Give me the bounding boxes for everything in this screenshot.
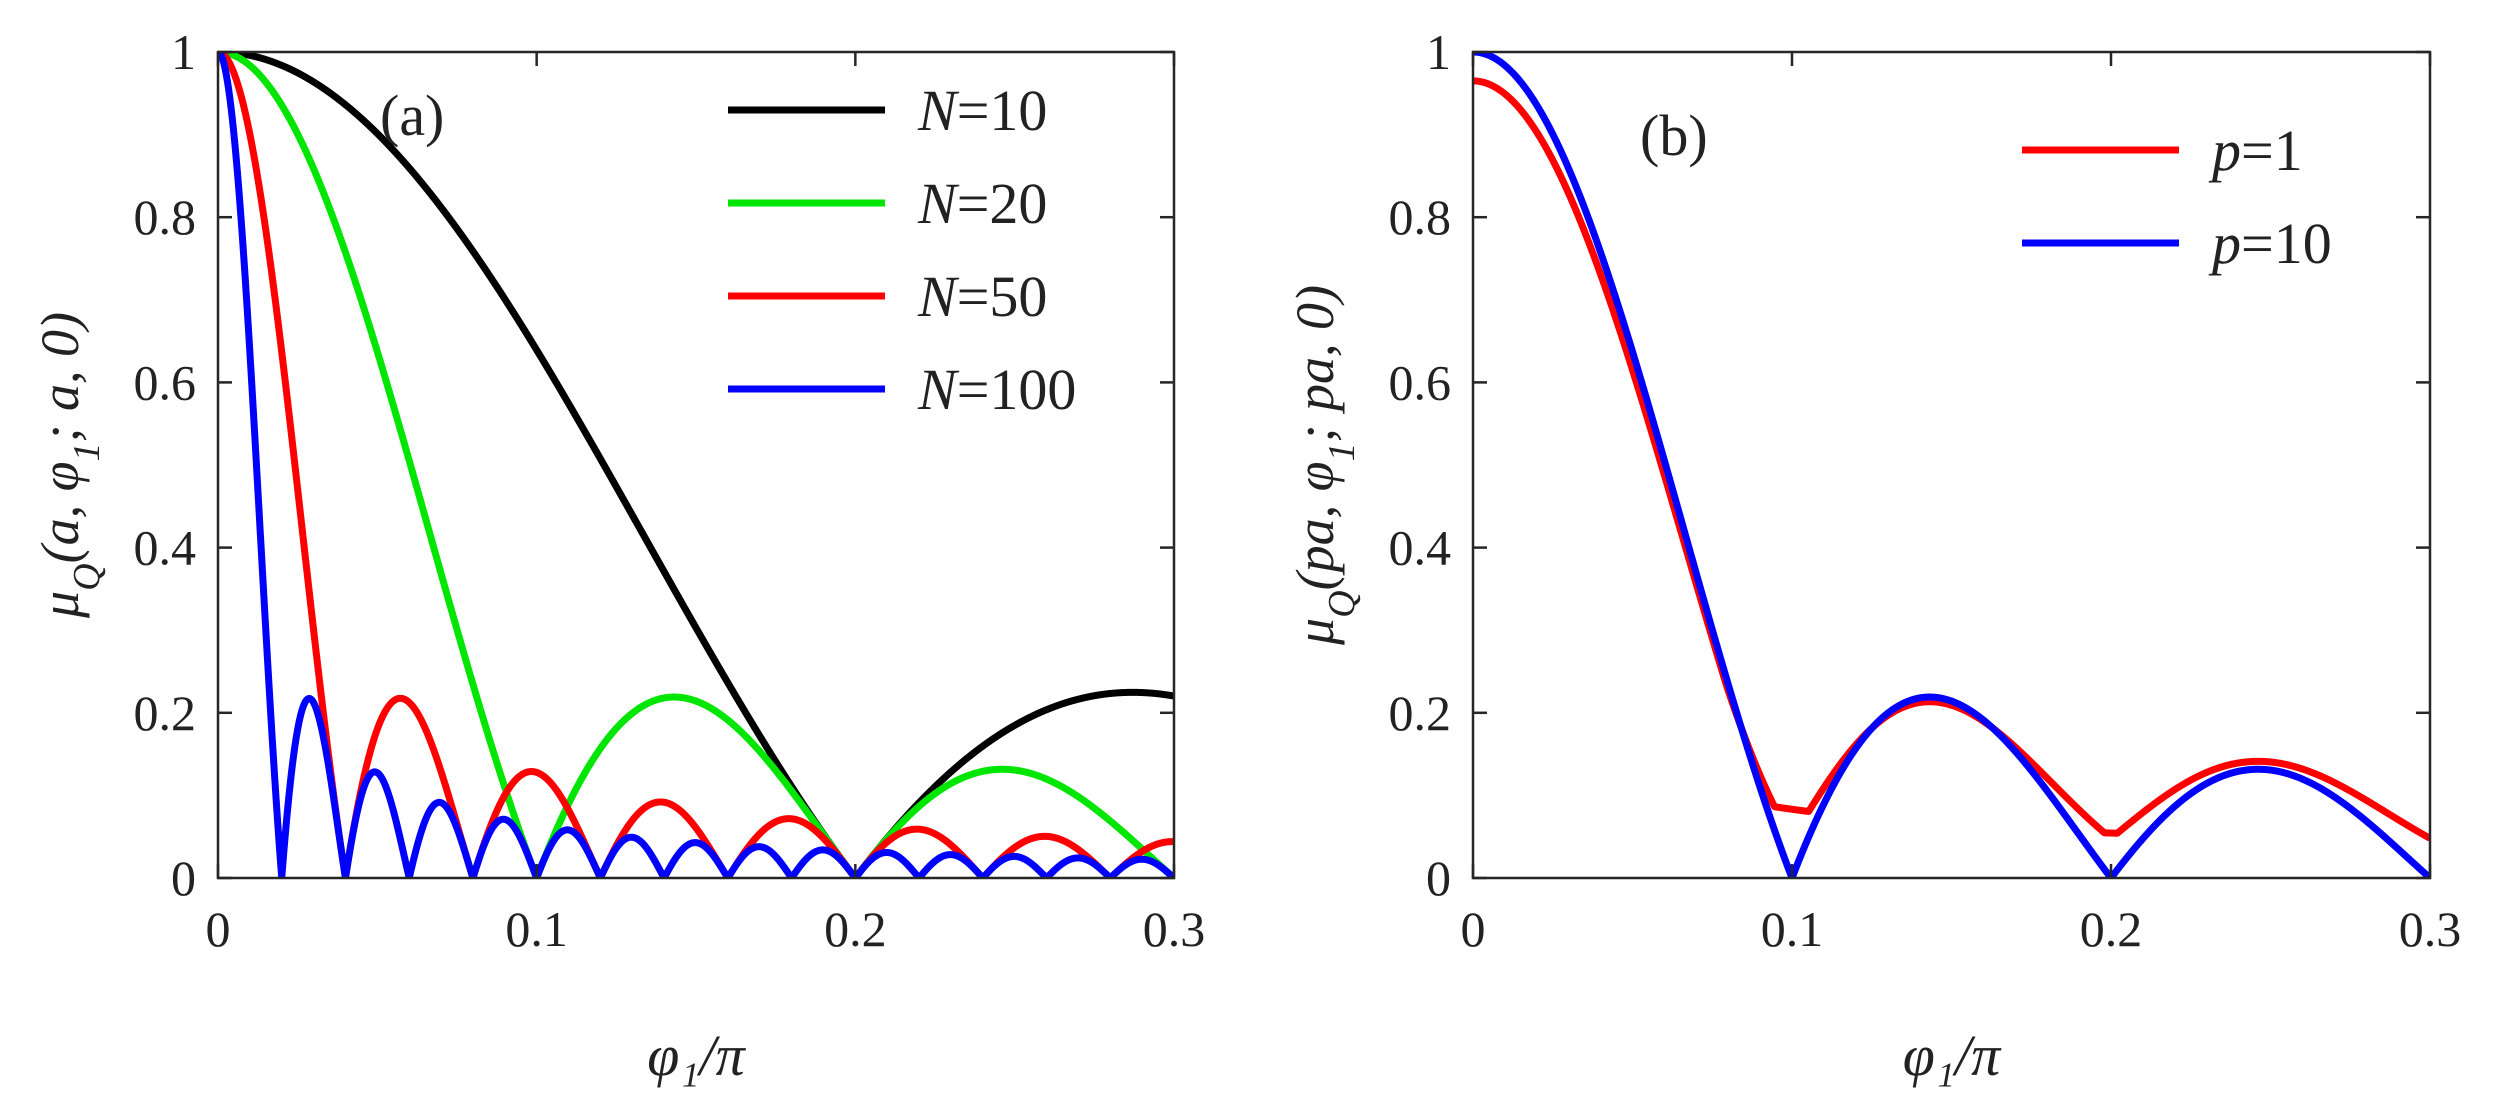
legend-equals: =: [957, 171, 990, 236]
panel-label: (b): [1640, 103, 1708, 168]
x-tick-label: 0.3: [2399, 901, 2462, 957]
legend-value: 10: [2274, 211, 2332, 276]
series-line-N-100: [218, 52, 1174, 878]
y-label-symbol: μ: [30, 591, 90, 619]
series-line-p-1: [1473, 77, 2430, 842]
y-axis-label: μQ(a, φ1; a, 0): [30, 312, 108, 619]
legend: N=10N=20N=50N=100: [728, 78, 1076, 422]
series-line-N-20: [218, 52, 1174, 878]
y-tick-label: 0.4: [1389, 520, 1452, 576]
y-label-args: (a, φ: [30, 462, 90, 564]
legend-variable: N: [917, 264, 960, 329]
y-axis-label: μQ(pa, φ1; pa, 0): [1285, 285, 1363, 646]
legend-variable: p: [2208, 118, 2241, 183]
y-label-args: ; a, 0): [30, 312, 90, 442]
legend-entry-p-1: p=1: [2208, 118, 2303, 183]
legend-value: 50: [989, 264, 1047, 329]
chart-panel-b: 00.20.40.60.810 0.1 0.2 0.3φ₁/πμQ(pa, φ1; p…: [1285, 24, 2461, 1088]
legend-equals: =: [957, 78, 990, 143]
axes-frame: [216, 50, 1176, 880]
y-tick-label: 1: [1426, 24, 1451, 80]
y-tick-label: 0.6: [134, 354, 197, 410]
x-tick-label: 0.2: [2080, 901, 2143, 957]
legend-variable: N: [917, 78, 960, 143]
x-tick-label: 0.3: [1143, 901, 1206, 957]
panel-label: (a): [380, 83, 444, 148]
y-tick-label: 0.4: [134, 520, 197, 576]
y-tick-label: 0.8: [1389, 189, 1452, 245]
y-tick-label: 0.2: [134, 685, 197, 741]
y-tick-label: 0.2: [1389, 685, 1452, 741]
y-label-subscript: 1: [66, 443, 108, 462]
series-line-p-10: [1473, 52, 2430, 878]
y-tick-label: 0.6: [1389, 354, 1452, 410]
x-tick-label: 0.2: [824, 901, 887, 957]
x-axis-label: φ₁/π: [1903, 1023, 2002, 1088]
x-axis-label: φ₁/π: [647, 1023, 746, 1088]
chart-panel-a: 00.20.40.60.810 0.1 0.2 0.3φ₁/πμQ(a, φ1; a,…: [30, 24, 1205, 1088]
legend-value: 100: [989, 357, 1076, 422]
y-tick-label: 0.8: [134, 189, 197, 245]
y-label-args: (pa, φ: [1285, 462, 1345, 591]
y-label-subscript: Q: [66, 563, 108, 590]
legend-variable: p: [2208, 211, 2241, 276]
legend: p=1p=10: [2022, 118, 2332, 276]
series-line-N-10: [218, 52, 1174, 878]
axes-frame: [1471, 50, 2432, 880]
x-tick-label: 0: [1461, 901, 1486, 957]
series-line-N-50: [218, 52, 1174, 878]
y-tick-label: 1: [171, 24, 196, 80]
legend-value: 1: [2274, 118, 2303, 183]
plot-area: [218, 52, 1174, 878]
legend-variable: N: [917, 171, 960, 236]
legend-equals: =: [957, 264, 990, 329]
y-label-symbol: μ: [1285, 618, 1345, 646]
y-label-subscript: 1: [1321, 443, 1363, 462]
legend-entry-p-10: p=10: [2208, 211, 2332, 276]
plot-area: [1473, 52, 2430, 878]
legend-entry-N-10: N=10: [917, 78, 1047, 143]
legend-entry-N-100: N=100: [917, 357, 1076, 422]
x-tick-label: 0.1: [1761, 901, 1824, 957]
y-tick-label: 0: [1426, 850, 1451, 906]
legend-equals: =: [2241, 211, 2274, 276]
legend-variable: N: [917, 357, 960, 422]
x-tick-label: 0.1: [505, 901, 568, 957]
legend-entry-N-50: N=50: [917, 264, 1047, 329]
y-label-subscript: Q: [1321, 590, 1363, 617]
x-tick-label: 0: [206, 901, 231, 957]
legend-value: 10: [989, 78, 1047, 143]
legend-equals: =: [2241, 118, 2274, 183]
legend-value: 20: [989, 171, 1047, 236]
y-tick-label: 0: [171, 850, 196, 906]
y-label-args: ; pa, 0): [1285, 285, 1345, 442]
legend-equals: =: [957, 357, 990, 422]
legend-entry-N-20: N=20: [917, 171, 1047, 236]
